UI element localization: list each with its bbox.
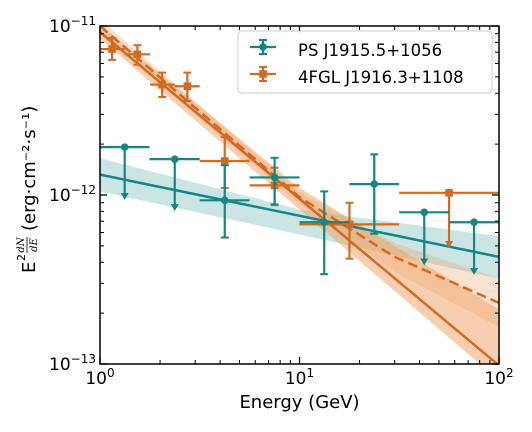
4fgl-data-point — [399, 189, 499, 248]
legend-marker-symbol — [259, 70, 267, 78]
4fgl-marker — [183, 82, 192, 91]
axis-ticks — [99, 25, 500, 365]
y-axis-title-sup: 2 — [15, 254, 28, 261]
legend-marker-symbol — [259, 43, 267, 51]
y-tick-label: 10−13 — [49, 352, 96, 375]
x-axis-title: Energy (GeV) — [239, 392, 359, 413]
ps-marker — [370, 180, 379, 188]
4fgl-data-point — [100, 36, 125, 61]
y-axis-title-unit: (erg·cm⁻²·s⁻¹) — [19, 106, 40, 231]
legend-entry-ps: PS J1915.5+1056 — [250, 39, 442, 60]
y-tick-labels: 10−13 10−12 10−11 — [49, 14, 96, 375]
4fgl-marker — [158, 80, 166, 89]
legend-box — [237, 30, 493, 94]
ps-upper-limit-arrow — [470, 267, 479, 275]
ps-data-point — [449, 218, 499, 275]
ps-marker — [270, 173, 279, 182]
ps-data-point — [249, 156, 300, 206]
legend-marker-4fgl — [250, 66, 276, 82]
legend-entry-4fgl: 4FGL J1916.3+1108 — [250, 66, 464, 87]
ps-upper-limit-arrow — [420, 258, 429, 266]
x-tick-labels: 100 101 102 — [85, 366, 513, 389]
4fgl-data-point — [149, 71, 175, 99]
ps-data-point — [349, 153, 400, 235]
ps-marker — [170, 155, 179, 163]
ps-upper-limit-arrow — [120, 193, 129, 200]
4fgl-data-point — [299, 201, 400, 260]
y-axis-title: E 2 dN dE (erg·cm⁻²·s⁻¹) — [15, 106, 40, 273]
4fgl-model-line — [100, 31, 499, 364]
x-tick-label: 102 — [484, 366, 513, 389]
ps-data-point — [299, 190, 350, 276]
legend-label-ps: PS J1915.5+1056 — [298, 41, 442, 60]
ps-marker — [220, 196, 229, 205]
4fgl-marker — [108, 45, 116, 53]
x-tick-label: 101 — [285, 366, 314, 389]
4fgl-data-point — [124, 44, 150, 66]
4fgl-upper-limit-arrow — [445, 240, 454, 248]
model-bands — [100, 26, 499, 364]
y-tick-label: 10−12 — [49, 183, 96, 206]
legend-marker-ps — [250, 39, 276, 55]
ps-marker — [120, 143, 129, 151]
y-tick-label: 10−11 — [49, 14, 96, 37]
ps-upper-limit-arrow — [170, 204, 179, 212]
legend: PS J1915.5+1056 4FGL J1916.3+1108 — [237, 30, 493, 94]
plot-area — [100, 26, 499, 364]
4fgl-marker — [345, 220, 354, 229]
ps-model-band — [100, 158, 499, 279]
legend-label-4fgl: 4FGL J1916.3+1108 — [298, 68, 464, 87]
ps-marker — [320, 218, 329, 227]
y-axis-title-frac-den: dE — [29, 237, 40, 251]
ps-data-point — [399, 208, 450, 266]
ps-data-point — [199, 164, 250, 239]
x-tick-label: 100 — [85, 366, 114, 389]
4fgl-marker — [133, 50, 142, 59]
ps-data-point — [100, 143, 150, 200]
y-axis-title-e: E — [19, 262, 40, 273]
ps-data-point — [149, 155, 200, 212]
ps-marker — [420, 208, 429, 217]
data-points — [100, 36, 499, 276]
ps-model-line — [100, 173, 499, 259]
4fgl-marker — [445, 189, 453, 197]
y-axis-title-frac-num: dN — [16, 236, 27, 252]
4fgl-model-band — [100, 26, 499, 364]
4fgl-marker — [220, 157, 229, 165]
4fgl-data-point — [174, 71, 200, 102]
ps-marker — [470, 218, 478, 227]
